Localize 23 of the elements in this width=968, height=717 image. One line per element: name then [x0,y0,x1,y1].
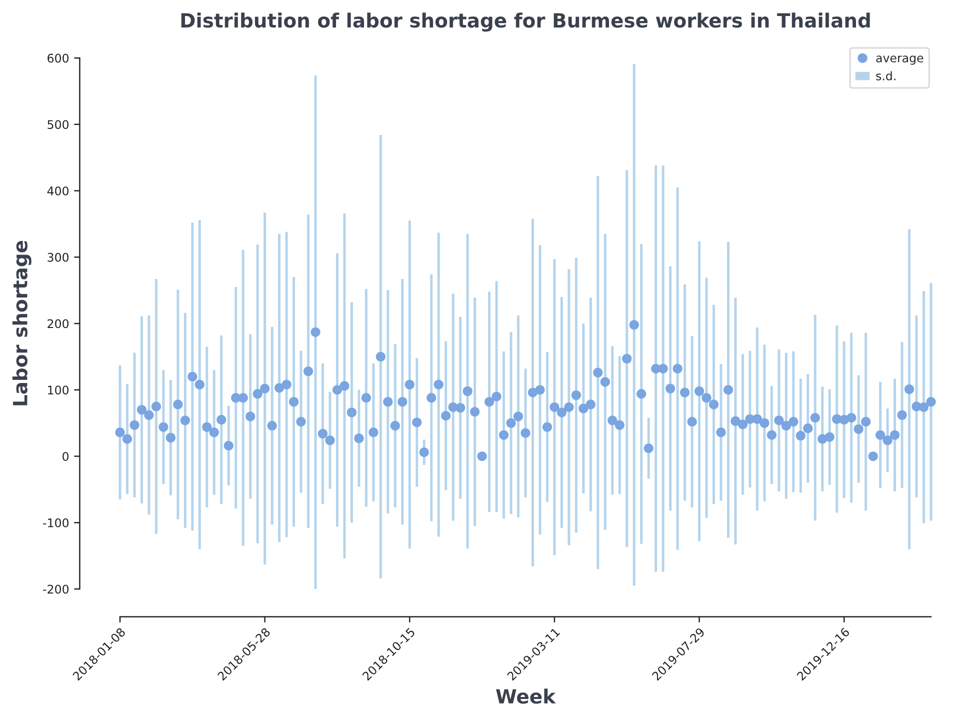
y-tick-label: 300 [48,252,69,262]
y-tick-label: 200 [48,319,69,328]
y-tick-label: 100 [48,386,69,395]
y-tick-label: -100 [43,518,69,528]
bar [307,214,310,528]
legend-label: s.d. [876,71,896,80]
bar [322,363,324,504]
legend-label: average [876,56,924,65]
bar [126,384,128,494]
bar [727,242,730,538]
bar [532,218,534,566]
y-tick-label: 500 [48,120,69,130]
y-tick-label: 0 [62,452,69,461]
y-tick-label: -200 [43,584,69,594]
bar [336,253,338,527]
bar [742,354,744,495]
y-tick-label: 400 [47,186,69,196]
y-tick-label: 600 [48,54,69,63]
chart-title: Distribution of labor shortage for Burmese workers in Thailand [181,12,870,32]
x-axis-title: Week [496,688,556,704]
bar [712,304,715,504]
y-axis-title: Labor shortage [12,240,32,406]
bar [517,316,520,518]
